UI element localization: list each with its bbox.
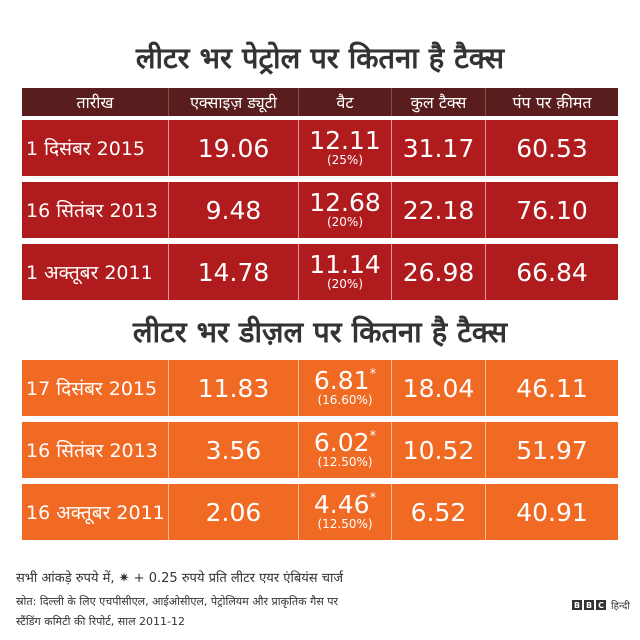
cell-total-tax: 10.52 (392, 422, 486, 478)
cell-total-tax: 31.17 (392, 120, 486, 176)
cell-pump-price: 76.10 (516, 195, 588, 225)
table-row: 1 अक्तूबर 2011 14.78 11.14 (20%) 26.98 66.84 (22, 244, 618, 300)
vat-value: 6.02 (313, 428, 370, 457)
diesel-table: 17 दिसंबर 2015 11.83 6.81* (16.60%) 18.04 46.… (22, 360, 618, 546)
cell-vat: 6.02* (12.50%) (299, 422, 392, 478)
table-row: 1 दिसंबर 2015 19.06 12.11 (25%) 31.17 60.53 (22, 120, 618, 176)
cell-pump-price: 51.97 (516, 435, 588, 465)
cell-date: 16 सितंबर 2013 (22, 422, 169, 478)
cell-vat: 11.14 (20%) (299, 244, 392, 300)
cell-pump-price: 40.91 (516, 497, 588, 527)
cell-date: 16 सितंबर 2013 (22, 182, 169, 238)
cell-pump-price: 60.53 (516, 133, 588, 163)
petrol-title: लीटर भर पेट्रोल पर कितना है टैक्स (135, 41, 505, 75)
vat-percent: (20%) (326, 277, 364, 291)
vat-percent: (25%) (326, 153, 364, 167)
footnote-source: स्रोत: दिल्ली के लिए एचपीसीएल, आईओसीएल, … (16, 595, 338, 608)
table-row: 17 दिसंबर 2015 11.83 6.81* (16.60%) 18.04 46.… (22, 360, 618, 416)
cell-vat: 12.68 (20%) (299, 182, 392, 238)
vat-star: * (369, 491, 377, 506)
cell-total-tax: 26.98 (392, 244, 486, 300)
diesel-title: लीटर भर डीज़ल पर कितना है टैक्स (132, 315, 508, 349)
header-pump-price: पंप पर क़ीमत (512, 93, 592, 112)
cell-vat: 6.81* (16.60%) (299, 360, 392, 416)
cell-date: 1 दिसंबर 2015 (22, 120, 169, 176)
logo-text: हिन्दी (611, 601, 630, 612)
vat-value-wrap: 11.14 (309, 250, 381, 279)
cell-excise: 19.06 (169, 120, 299, 176)
cell-date: 17 दिसंबर 2015 (22, 360, 169, 416)
vat-percent: (20%) (326, 215, 364, 229)
vat-value-wrap: 6.02* (313, 428, 377, 457)
cell-excise: 14.78 (169, 244, 299, 300)
cell-total-tax: 6.52 (392, 484, 486, 540)
vat-value: 11.14 (309, 250, 381, 279)
cell-pump-price: 66.84 (516, 257, 588, 287)
vat-value: 6.81 (313, 366, 370, 395)
cell-date: 16 अक्तूबर 2011 (22, 484, 169, 540)
cell-excise: 2.06 (169, 484, 299, 540)
cell-excise: 9.48 (169, 182, 299, 238)
footnote-source-cont: स्टैंडिंग कमिटी की रिपोर्ट, साल 2011-12 (16, 615, 185, 628)
vat-percent: (12.50%) (317, 517, 373, 531)
vat-star: * (369, 429, 377, 444)
logo-letter: B (584, 600, 594, 610)
cell-excise: 3.56 (169, 422, 299, 478)
cell-total-tax: 18.04 (392, 360, 486, 416)
vat-value-wrap: 12.68 (309, 188, 381, 217)
cell-vat: 12.11 (25%) (299, 120, 392, 176)
vat-value-wrap: 12.11 (309, 126, 381, 155)
table-row: 16 सितंबर 2013 9.48 12.68 (20%) 22.18 76.10 (22, 182, 618, 238)
vat-value: 12.68 (309, 188, 381, 217)
vat-value-wrap: 6.81* (313, 366, 377, 395)
vat-percent: (16.60%) (317, 393, 373, 407)
table-header: तारीख एक्साइज़ ड्यूटी वैट कुल टैक्स पंप … (22, 88, 618, 116)
footnote-units: सभी आंकड़े रुपये में, ✷ + 0.25 रुपये प्र… (16, 571, 343, 586)
cell-total-tax: 22.18 (392, 182, 486, 238)
vat-value: 12.11 (309, 126, 381, 155)
vat-value: 4.46 (313, 490, 370, 519)
logo-letter: B (572, 600, 582, 610)
cell-pump-price: 46.11 (516, 373, 588, 403)
bbc-hindi-logo: B B C हिन्दी (572, 598, 630, 612)
vat-percent: (12.50%) (317, 455, 373, 469)
table-row: 16 सितंबर 2013 3.56 6.02* (12.50%) 10.52 51.9… (22, 422, 618, 478)
cell-vat: 4.46* (12.50%) (299, 484, 392, 540)
header-vat: वैट (299, 88, 392, 116)
cell-date: 1 अक्तूबर 2011 (22, 244, 169, 300)
petrol-table: तारीख एक्साइज़ ड्यूटी वैट कुल टैक्स पंप … (22, 88, 618, 306)
cell-excise: 11.83 (169, 360, 299, 416)
table-row: 16 अक्तूबर 2011 2.06 4.46* (12.50%) 6.52 40.9… (22, 484, 618, 540)
header-total-tax: कुल टैक्स (392, 88, 486, 116)
vat-value-wrap: 4.46* (313, 490, 377, 519)
logo-letter: C (596, 600, 606, 610)
header-excise: एक्साइज़ ड्यूटी (169, 88, 299, 116)
header-date: तारीख (22, 88, 169, 116)
vat-star: * (369, 367, 377, 382)
